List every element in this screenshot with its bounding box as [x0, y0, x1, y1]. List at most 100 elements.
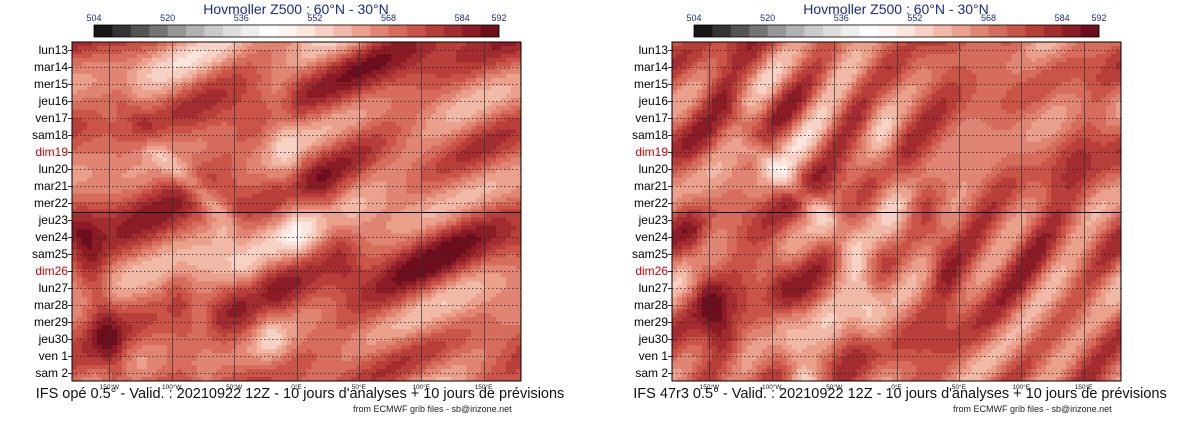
colorbar-swatch [822, 25, 842, 37]
colorbar-swatch [988, 25, 1008, 37]
colorbar: 504 520 536 552 568 584 592 [686, 13, 1107, 38]
hovmoller-panel-ifs-47r3: Hovmoller Z500 : 60°N - 30°N 504 520 536 552… [600, 0, 1200, 424]
y-tick-label: sam25 [32, 247, 68, 261]
y-tick-label: jeu23 [38, 213, 69, 227]
colorbar-swatch [730, 25, 750, 37]
colorbar-swatch [388, 25, 408, 37]
y-tick-label: lun13 [39, 43, 69, 57]
colorbar-swatch [1025, 25, 1045, 37]
x-tick-label: 0°E [891, 383, 902, 391]
y-tick-label: sam18 [32, 128, 68, 142]
colorbar-swatch [951, 25, 971, 37]
x-tick-label: 150°W [700, 383, 720, 391]
x-tick-label: 100°E [1012, 383, 1030, 391]
y-tick-label: jeu30 [638, 332, 669, 346]
z500-field [72, 42, 521, 381]
y-tick-label: lun20 [39, 162, 69, 176]
chart-title: Hovmoller Z500 : 60°N - 30°N [203, 1, 389, 17]
y-tick-label: ven17 [635, 111, 668, 125]
colorbar-tick-label: 592 [491, 13, 506, 23]
colorbar-swatch [878, 25, 897, 37]
y-tick-label: lun20 [639, 162, 669, 176]
colorbar: 504 520 536 552 568 584 592 [86, 13, 507, 38]
x-axis-labels: 150°W 100°W 50°W 0°E 50°E 100°E 150°E [100, 383, 494, 391]
y-tick-label: mer29 [34, 315, 68, 329]
colorbar-swatch [149, 25, 168, 37]
colorbar-swatch [694, 25, 713, 37]
colorbar-tick-label: 520 [760, 13, 775, 23]
colorbar-tick-label: 568 [381, 13, 396, 23]
colorbar-swatch [112, 25, 132, 37]
colorbar-swatch [1080, 25, 1100, 37]
colorbar-swatch [1006, 25, 1026, 37]
colorbar-swatch [351, 25, 371, 37]
colorbar-tick-label: 592 [1091, 13, 1106, 23]
colorbar-swatch [443, 25, 463, 37]
y-tick-label: mar21 [34, 179, 68, 193]
y-tick-label: mer15 [34, 77, 68, 91]
x-tick-label: 150°E [1075, 383, 1093, 391]
y-tick-label: dim19 [35, 145, 68, 159]
colorbar-swatch [406, 25, 426, 37]
colorbar-swatch [841, 25, 860, 37]
y-tick-label: mar28 [634, 298, 668, 312]
colorbar-swatch [712, 25, 732, 37]
colorbar-swatch [749, 25, 768, 37]
y-tick-label: lun13 [639, 43, 669, 57]
y-tick-label: ven17 [35, 111, 68, 125]
y-tick-label: ven 1 [39, 349, 69, 363]
y-tick-label: jeu23 [638, 213, 669, 227]
colorbar-swatch [425, 25, 445, 37]
grid-lines [672, 42, 1121, 381]
y-tick-label: jeu16 [638, 94, 669, 108]
colorbar-tick-label: 504 [86, 13, 101, 23]
y-tick-label: mer29 [634, 315, 668, 329]
y-tick-label: lun27 [639, 281, 669, 295]
plot-frame [71, 41, 522, 382]
colorbar-swatch [786, 25, 805, 37]
colorbar-swatch [278, 25, 297, 37]
y-tick-label: mer22 [634, 196, 668, 210]
colorbar-swatch [296, 25, 316, 37]
x-tick-label: 0°E [291, 383, 302, 391]
colorbar-tick-label: 568 [981, 13, 996, 23]
y-tick-label: dim26 [635, 264, 668, 278]
y-axis-labels: lun13 mar14 mer15 jeu16 ven17 sam18 dim19 lun20… [32, 43, 72, 380]
colorbar-swatch [130, 25, 150, 37]
x-tick-label: 50°W [226, 383, 243, 391]
hovmoller-panel-ifs-ope: Hovmoller Z500 : 60°N - 30°N 504 520 536 552… [32, 1, 564, 414]
colorbar-swatch [896, 25, 916, 37]
chart-credit: from ECMWF grib files - sb@irizone.net [353, 404, 512, 414]
colorbar-tick-label: 584 [455, 13, 470, 23]
hovmoller-chart-ifs-47r3: Hovmoller Z500 : 60°N - 30°N 504 520 536 552… [632, 1, 1122, 391]
y-tick-label: lun27 [39, 281, 69, 295]
x-tick-label: 100°W [162, 383, 182, 391]
y-tick-label: dim26 [35, 264, 68, 278]
colorbar-tick-label: 536 [234, 13, 249, 23]
colorbar-swatch [859, 25, 879, 37]
colorbar-swatch [1062, 25, 1081, 37]
chart-title: Hovmoller Z500 : 60°N - 30°N [803, 1, 989, 17]
y-tick-label: mar14 [34, 60, 68, 74]
colorbar-tick-label: 504 [686, 13, 701, 23]
x-axis-labels: 150°W 100°W 50°W 0°E 50°E 100°E 150°E [700, 383, 1094, 391]
colorbar-swatch [186, 25, 205, 37]
colorbar-tick-label: 584 [1055, 13, 1070, 23]
colorbar-swatch [222, 25, 242, 37]
y-tick-label: sam 2 [35, 366, 68, 380]
colorbar-swatch [333, 25, 353, 37]
y-tick-label: jeu30 [38, 332, 69, 346]
colorbar-swatch [914, 25, 934, 37]
colorbar-tick-label: 536 [834, 13, 849, 23]
colorbar-swatch [480, 25, 500, 37]
colorbar-tick-label: 520 [160, 13, 175, 23]
y-tick-label: ven24 [635, 230, 668, 244]
x-tick-label: 50°E [952, 383, 967, 391]
y-tick-label: sam18 [632, 128, 668, 142]
hovmoller-chart-ifs-ope: Hovmoller Z500 : 60°N - 30°N 504 520 536 552… [32, 1, 522, 391]
colorbar-swatch [167, 25, 187, 37]
y-tick-label: mar28 [34, 298, 68, 312]
colorbar-swatch [1043, 25, 1063, 37]
colorbar-tick-label: 552 [307, 13, 322, 23]
colorbar-swatch [241, 25, 260, 37]
